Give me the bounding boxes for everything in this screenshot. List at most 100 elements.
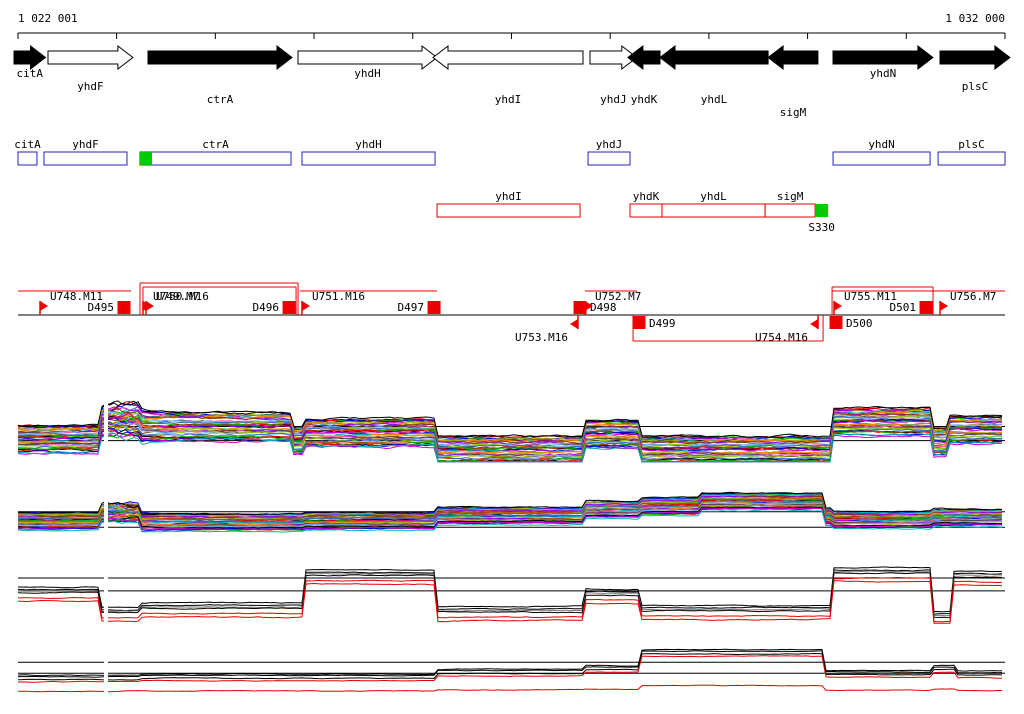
probe-label-U748.M11: U748.M11 bbox=[50, 290, 103, 303]
probe-D498[interactable]: D498 bbox=[573, 301, 617, 314]
trace bbox=[17, 655, 1003, 683]
segment-box-sigM[interactable] bbox=[764, 203, 816, 218]
transcript-box-yhdJ[interactable] bbox=[587, 151, 631, 166]
gene-arrow-yhdK[interactable] bbox=[627, 44, 661, 71]
probe-label-U753.M16: U753.M16 bbox=[515, 331, 568, 344]
expression-panel-1 bbox=[17, 384, 1005, 466]
transcript-track-red: yhdI yhdK yhdL sigM S330 bbox=[436, 190, 835, 234]
trace bbox=[17, 650, 1003, 678]
gene-arrow-yhdL[interactable] bbox=[659, 44, 769, 71]
segment-box-yhdL[interactable] bbox=[661, 203, 766, 218]
probe-D501[interactable]: D501 bbox=[890, 301, 933, 314]
trace bbox=[17, 412, 1003, 449]
probe-U754.M16[interactable]: U754.M16 bbox=[755, 315, 819, 344]
gene-arrow-yhdH[interactable] bbox=[297, 44, 438, 71]
probe-D499[interactable]: D499 bbox=[632, 316, 675, 330]
gene-label-citA: citA bbox=[16, 67, 43, 80]
trace bbox=[18, 409, 1003, 445]
probe-D496[interactable]: D496 bbox=[253, 301, 296, 314]
gene-arrow-yhdF[interactable] bbox=[47, 44, 134, 71]
gene-label-yhdJ: yhdJ bbox=[600, 93, 627, 106]
trace bbox=[17, 500, 1003, 524]
expression-panel-2 bbox=[17, 487, 1005, 548]
transcript-label-ctrA: ctrA bbox=[202, 138, 229, 151]
probe-flag-pennant bbox=[145, 301, 154, 311]
probe-box bbox=[919, 301, 933, 314]
transcript-box-yhdN[interactable] bbox=[832, 151, 931, 166]
probe-U748.M11[interactable]: U748.M11 bbox=[39, 290, 103, 315]
probe-flag-pennant bbox=[834, 301, 843, 311]
gene-label-yhdL: yhdL bbox=[701, 93, 728, 106]
segment-label-yhdL: yhdL bbox=[700, 190, 727, 203]
trace bbox=[17, 566, 1003, 613]
probe-flag-pennant bbox=[584, 301, 593, 311]
trace bbox=[17, 418, 1003, 456]
trace bbox=[17, 504, 1003, 528]
gene-arrow-ctrA[interactable] bbox=[147, 44, 293, 71]
probe-U755.M11[interactable]: U755.M11 bbox=[833, 290, 897, 315]
probe-D495[interactable]: D495 bbox=[88, 301, 131, 314]
transcript-track-blue: citA yhdF ctrA yhdH yhdJ yhdN plsC bbox=[14, 138, 1006, 166]
view-end-coordinate: 1 032 000 bbox=[945, 12, 1005, 25]
probe-U756.M7[interactable]: U756.M7 bbox=[939, 290, 996, 315]
gene-arrow-yhdJ[interactable] bbox=[589, 44, 638, 71]
segment-box-yhdI[interactable] bbox=[436, 203, 581, 218]
probe-box bbox=[632, 316, 646, 329]
trace bbox=[17, 495, 1003, 519]
data-gap bbox=[104, 642, 108, 707]
segment-label-yhdK: yhdK bbox=[633, 190, 660, 203]
trace bbox=[17, 569, 1003, 615]
probe-flag-pennant bbox=[40, 301, 49, 311]
gene-label-sigM: sigM bbox=[780, 106, 807, 119]
gene-arrow-citA[interactable] bbox=[13, 44, 47, 71]
probe-flag-pennant bbox=[569, 319, 578, 329]
probe-D497[interactable]: D497 bbox=[398, 301, 441, 314]
gene-arrow-plsC[interactable] bbox=[939, 44, 1011, 71]
transcript-box-citA[interactable] bbox=[17, 151, 38, 166]
probe-label-U754.M16: U754.M16 bbox=[755, 331, 808, 344]
transcript-label-plsC: plsC bbox=[958, 138, 985, 151]
trace bbox=[17, 414, 1003, 451]
probe-U750.M16[interactable]: U750.M16 bbox=[145, 290, 209, 315]
probe-U753.M16[interactable]: U753.M16 bbox=[515, 315, 579, 344]
gene-arrow-sigM[interactable] bbox=[767, 44, 819, 71]
transcript-label-yhdF: yhdF bbox=[72, 138, 99, 151]
trace bbox=[17, 684, 1002, 693]
trace bbox=[17, 572, 1003, 619]
segment-box-yhdK[interactable] bbox=[629, 203, 663, 218]
start-marker-green bbox=[140, 152, 153, 165]
trace bbox=[18, 576, 1003, 623]
transcript-label-yhdH: yhdH bbox=[355, 138, 382, 151]
trace bbox=[17, 509, 1003, 533]
probe-label-D495: D495 bbox=[88, 301, 115, 314]
probe-label-D499: D499 bbox=[649, 317, 676, 330]
probe-label-D501: D501 bbox=[890, 301, 917, 314]
probe-box bbox=[573, 301, 587, 314]
probe-U752.M7[interactable]: U752.M7 bbox=[584, 290, 641, 315]
gene-arrow-yhdN[interactable] bbox=[832, 44, 934, 71]
probe-box bbox=[427, 301, 441, 314]
trace bbox=[17, 432, 1003, 463]
transcript-box-plsC[interactable] bbox=[937, 151, 1006, 166]
probe-label-D500: D500 bbox=[846, 317, 873, 330]
transcript-label-citA: citA bbox=[14, 138, 41, 151]
data-gap bbox=[104, 384, 108, 466]
probe-label-U755.M11: U755.M11 bbox=[844, 290, 897, 303]
gene-arrow-yhdI[interactable] bbox=[432, 44, 584, 71]
transcript-box-ctrA[interactable] bbox=[139, 151, 292, 166]
transcript-box-yhdH[interactable] bbox=[301, 151, 436, 166]
expression-panel-3 bbox=[17, 562, 1005, 627]
data-gap bbox=[104, 562, 108, 627]
segment-label-yhdI: yhdI bbox=[495, 190, 522, 203]
probe-U751.M16[interactable]: U751.M16 bbox=[301, 290, 365, 315]
gene-label-yhdF: yhdF bbox=[77, 80, 104, 93]
probe-D500[interactable]: D500 bbox=[829, 316, 873, 330]
transcript-box-yhdF[interactable] bbox=[43, 151, 128, 166]
view-start-coordinate: 1 022 001 bbox=[18, 12, 78, 25]
data-gap bbox=[104, 487, 108, 548]
trace bbox=[17, 648, 1003, 677]
expression-panel-4 bbox=[17, 642, 1005, 707]
